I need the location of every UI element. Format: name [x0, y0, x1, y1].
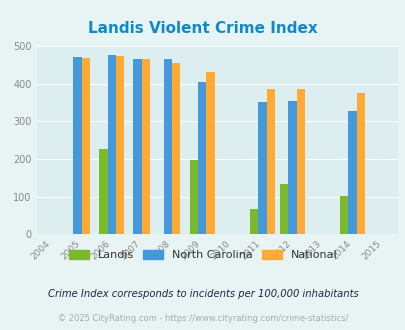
Bar	[107, 55, 116, 234]
Bar	[266, 89, 274, 234]
Legend: Landis, North Carolina, National: Landis, North Carolina, National	[69, 250, 336, 260]
Bar	[172, 63, 180, 234]
Bar	[296, 89, 305, 234]
Bar	[99, 148, 107, 234]
Bar	[116, 56, 124, 234]
Bar	[206, 72, 214, 234]
Bar	[258, 102, 266, 234]
Bar	[347, 111, 356, 234]
Bar	[356, 93, 364, 234]
Text: © 2025 CityRating.com - https://www.cityrating.com/crime-statistics/: © 2025 CityRating.com - https://www.city…	[58, 314, 347, 323]
Bar	[163, 59, 172, 234]
Text: Crime Index corresponds to incidents per 100,000 inhabitants: Crime Index corresponds to incidents per…	[47, 289, 358, 299]
Bar	[249, 209, 258, 234]
Bar	[339, 196, 347, 234]
Bar	[81, 58, 90, 234]
Bar	[133, 59, 142, 234]
Bar	[288, 101, 296, 234]
Text: Landis Violent Crime Index: Landis Violent Crime Index	[88, 21, 317, 36]
Bar	[73, 57, 81, 234]
Bar	[142, 59, 150, 234]
Bar	[279, 184, 288, 234]
Bar	[198, 82, 206, 234]
Bar	[189, 160, 198, 234]
